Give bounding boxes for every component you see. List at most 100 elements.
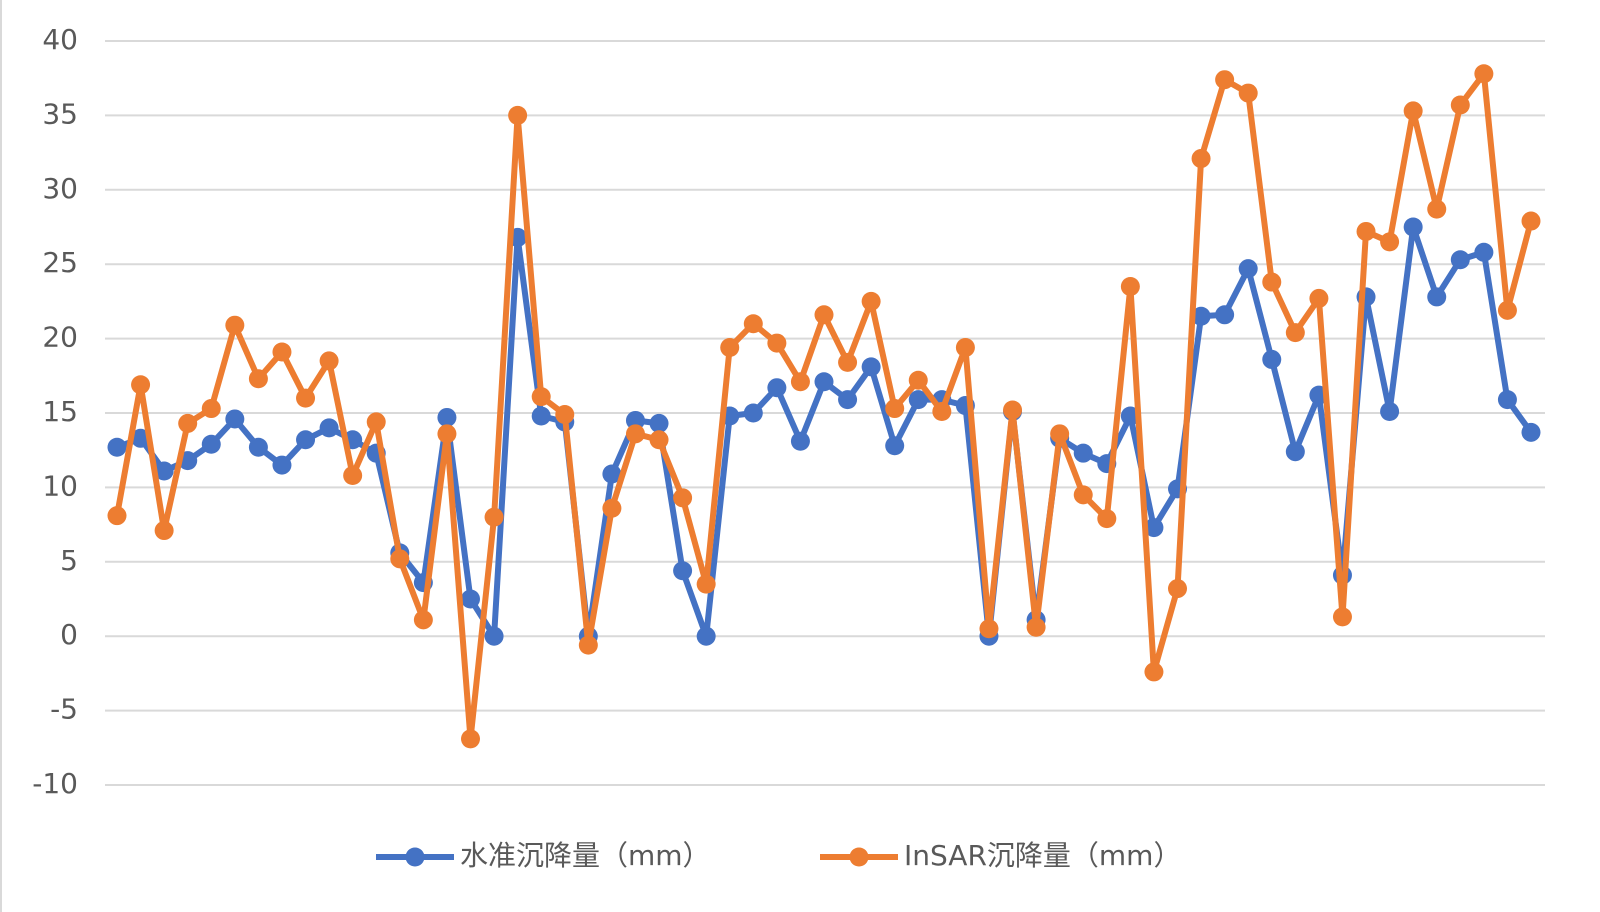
y-tick-label: 15 (42, 395, 78, 428)
data-point (696, 626, 716, 646)
y-tick-label: 20 (42, 321, 78, 354)
data-point (248, 369, 268, 389)
data-point (1427, 199, 1447, 219)
data-point (178, 413, 198, 433)
data-point (767, 333, 787, 353)
data-point (296, 388, 316, 408)
data-point (1050, 424, 1070, 444)
data-point (461, 589, 480, 609)
y-tick-label: 0 (60, 618, 78, 651)
y-tick-label: 40 (42, 23, 78, 56)
data-point (131, 375, 151, 395)
legend-label: 水准沉降量（mm） (460, 839, 711, 872)
data-point (790, 372, 810, 392)
data-point (1215, 305, 1235, 325)
data-point (1474, 242, 1494, 262)
data-point (1450, 250, 1470, 270)
data-point (908, 370, 928, 390)
data-point (955, 338, 975, 358)
data-point (838, 352, 858, 372)
data-point (390, 549, 410, 569)
data-point (1215, 70, 1235, 90)
legend-marker (849, 847, 869, 867)
data-point (720, 338, 740, 358)
data-point (1144, 518, 1164, 538)
data-point (861, 357, 881, 377)
data-point (1144, 662, 1164, 682)
data-point (555, 404, 575, 424)
data-point (673, 561, 693, 581)
data-point (1521, 422, 1541, 442)
data-point (1026, 617, 1046, 637)
data-point (790, 431, 810, 451)
data-point (1356, 221, 1376, 241)
data-point (838, 390, 858, 410)
data-point (531, 406, 551, 426)
data-point (1097, 509, 1117, 529)
data-point (201, 399, 221, 419)
data-point (531, 387, 551, 407)
data-point (1262, 349, 1282, 369)
data-point (1427, 287, 1447, 307)
legend-label: InSAR沉降量（mm） (904, 839, 1181, 872)
data-point (649, 430, 669, 450)
data-point (1497, 390, 1517, 410)
data-point (1168, 579, 1187, 599)
data-point (1380, 402, 1400, 422)
data-point (885, 399, 905, 419)
data-point (154, 461, 174, 481)
y-tick-label: 25 (42, 246, 78, 279)
data-point (743, 314, 763, 334)
data-point (1120, 277, 1140, 297)
data-point (413, 610, 433, 630)
data-point (673, 488, 693, 508)
data-point (296, 430, 316, 450)
data-point (107, 437, 127, 457)
data-point (1262, 272, 1282, 292)
data-point (272, 342, 292, 362)
data-point (1403, 101, 1423, 121)
data-point (743, 403, 763, 423)
y-tick-label: 5 (60, 544, 78, 577)
data-point (602, 498, 622, 518)
y-tick-label: -10 (32, 767, 78, 800)
data-point (1073, 485, 1093, 505)
data-point (1332, 607, 1352, 627)
y-tick-label: 30 (42, 172, 78, 205)
data-point (602, 464, 622, 484)
data-point (319, 351, 339, 371)
data-point (885, 436, 905, 456)
data-point (225, 409, 245, 429)
data-point (814, 305, 834, 325)
data-point (131, 428, 151, 448)
y-tick-label: 35 (42, 97, 78, 130)
data-point (343, 465, 363, 485)
data-point (625, 424, 645, 444)
data-point (508, 105, 528, 125)
data-point (1497, 300, 1517, 320)
data-point (1380, 232, 1400, 252)
data-point (861, 291, 881, 311)
data-point (107, 506, 127, 526)
data-point (649, 413, 669, 433)
data-point (1191, 306, 1211, 326)
data-point (1238, 83, 1258, 103)
data-point (1309, 288, 1329, 308)
data-point (248, 437, 268, 457)
data-point (1521, 211, 1541, 231)
data-point (1285, 442, 1305, 462)
data-point (979, 619, 999, 639)
data-point (578, 635, 598, 655)
legend-marker (405, 847, 425, 867)
data-point (1285, 323, 1305, 343)
data-point (696, 574, 716, 594)
data-point (1073, 443, 1093, 463)
data-point (225, 315, 245, 335)
data-point (1191, 149, 1211, 169)
data-point (437, 407, 457, 427)
data-point (154, 521, 174, 541)
data-point (1403, 217, 1423, 237)
data-point (814, 372, 834, 392)
data-point (201, 434, 221, 454)
